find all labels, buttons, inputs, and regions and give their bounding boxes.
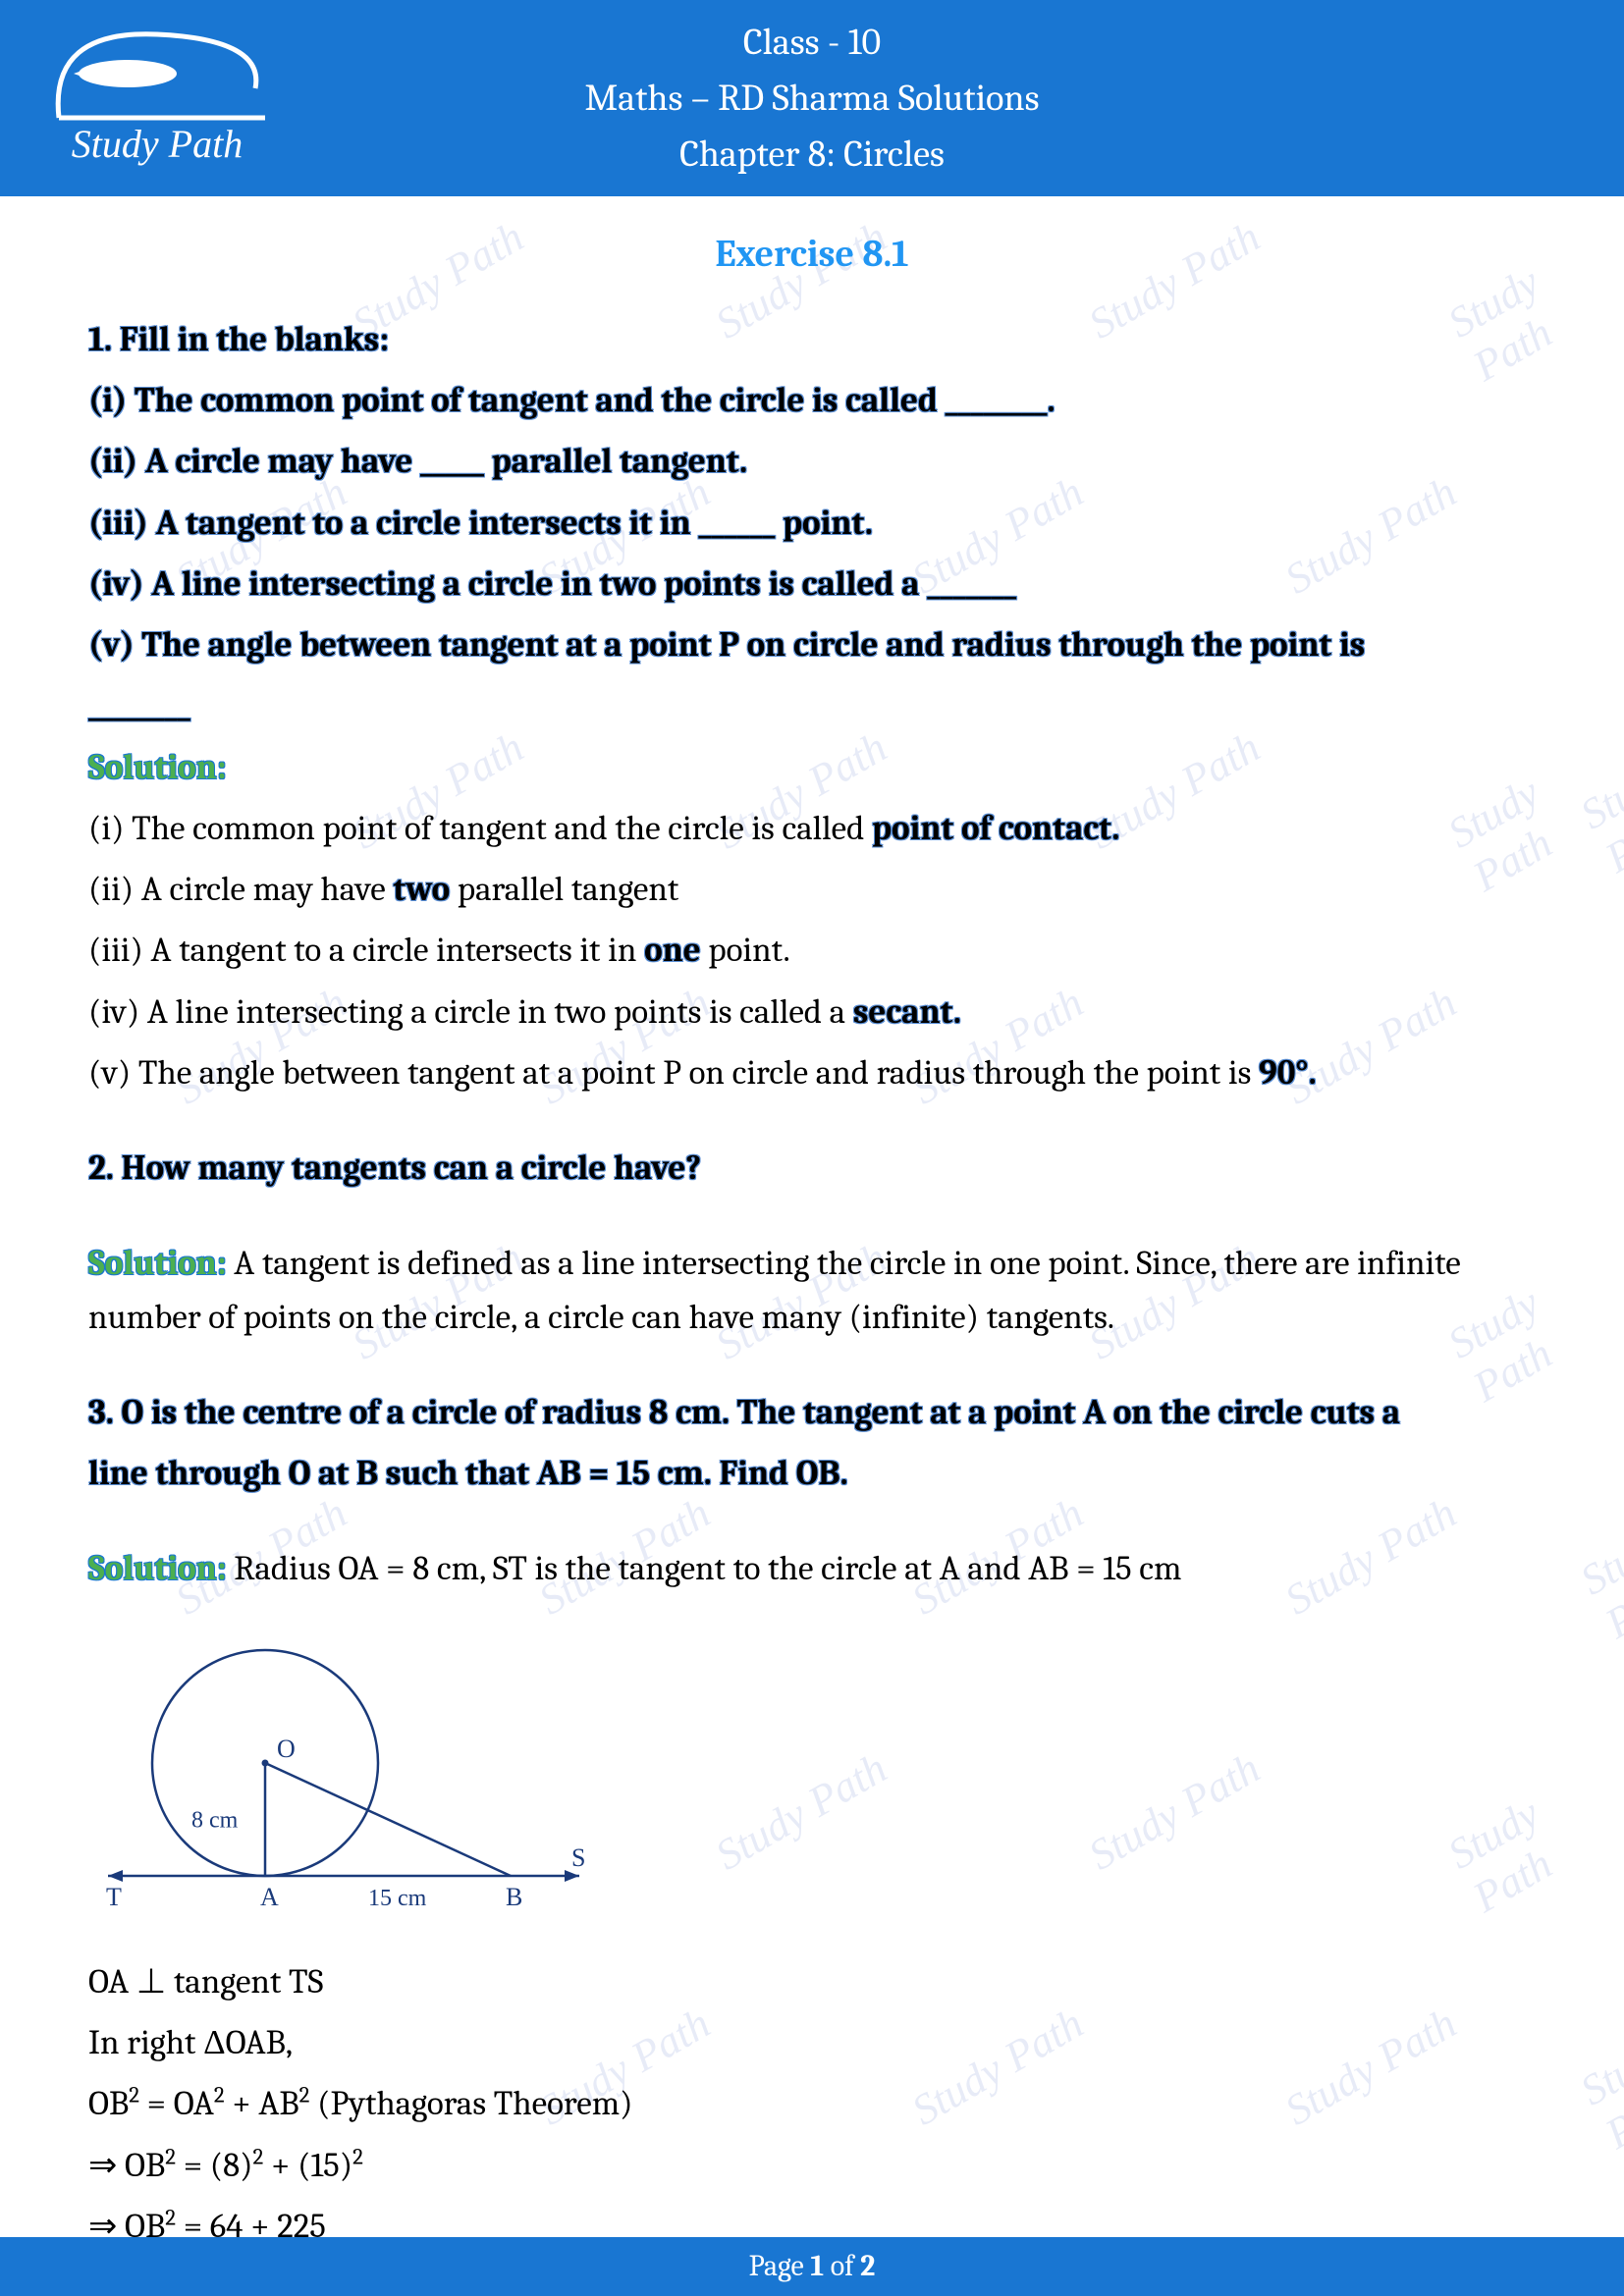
sol3-intro: Solution: Radius OA = 8 cm, ST is the ta…	[88, 1542, 1536, 1595]
header-chapter: Chapter 8: Circles	[679, 127, 945, 183]
q1-iii: (iii) A tangent to a circle intersects i…	[88, 497, 1536, 550]
sol1-iv: (iv) A line intersecting a circle in two…	[88, 986, 1536, 1039]
exercise-title: Exercise 8.1	[88, 226, 1536, 284]
header-class: Class - 10	[743, 15, 881, 71]
solution-label: Solution:	[88, 747, 227, 787]
header-subject: Maths – RD Sharma Solutions	[584, 71, 1039, 127]
sol1-label: Solution:	[88, 741, 1536, 794]
q1-iv: (iv) A line intersecting a circle in two…	[88, 558, 1536, 611]
solution-label: Solution:	[88, 1243, 227, 1283]
svg-text:O: O	[277, 1735, 296, 1763]
svg-text:T: T	[106, 1883, 122, 1911]
sol3-line1: OA ⊥ tangent TS	[88, 1955, 1536, 2008]
svg-text:B: B	[506, 1883, 522, 1911]
page-header: Study Path Class - 10 Maths – RD Sharma …	[0, 0, 1624, 196]
solution-label: Solution:	[88, 1548, 227, 1588]
svg-text:A: A	[260, 1883, 279, 1911]
sol2: Solution: A tangent is defined as a line…	[88, 1237, 1536, 1344]
svg-text:15 cm: 15 cm	[368, 1886, 427, 1911]
q3-line1: 3. O is the centre of a circle of radius…	[88, 1386, 1536, 1439]
sol1-i: (i) The common point of tangent and the …	[88, 802, 1536, 855]
q1-heading: 1. Fill in the blanks:	[88, 313, 1536, 366]
sol1-ii: (ii) A circle may have two parallel tang…	[88, 863, 1536, 916]
page-content: Exercise 8.1 1. Fill in the blanks: (i) …	[0, 196, 1624, 2253]
q1-v-blank: ________	[88, 679, 1536, 732]
svg-text:S: S	[571, 1843, 585, 1872]
q2-heading: 2. How many tangents can a circle have?	[88, 1142, 1536, 1195]
circle-diagram: O A B T S 8 cm 15 cm	[88, 1616, 1536, 1936]
sol3-line4: ⇒ OB2 = (8)2 + (15)2	[88, 2139, 1536, 2192]
sol3-line5: ⇒ OB2 = 64 + 225	[88, 2200, 1536, 2253]
q1-v: (v) The angle between tangent at a point…	[88, 618, 1536, 671]
q1-i: (i) The common point of tangent and the …	[88, 374, 1536, 427]
sol3-line2: In right ΔOAB,	[88, 2016, 1536, 2069]
sol1-v: (v) The angle between tangent at a point…	[88, 1046, 1536, 1099]
logo-text: Study Path	[72, 122, 243, 166]
q1-ii: (ii) A circle may have _____ parallel ta…	[88, 435, 1536, 488]
logo: Study Path	[39, 20, 275, 177]
q3-line2: line through O at B such that AB = 15 cm…	[88, 1447, 1536, 1500]
svg-text:8 cm: 8 cm	[191, 1807, 239, 1833]
sol3-line3: OB2 = OA2 + AB2 (Pythagoras Theorem)	[88, 2077, 1536, 2130]
sol1-iii: (iii) A tangent to a circle intersects i…	[88, 924, 1536, 977]
